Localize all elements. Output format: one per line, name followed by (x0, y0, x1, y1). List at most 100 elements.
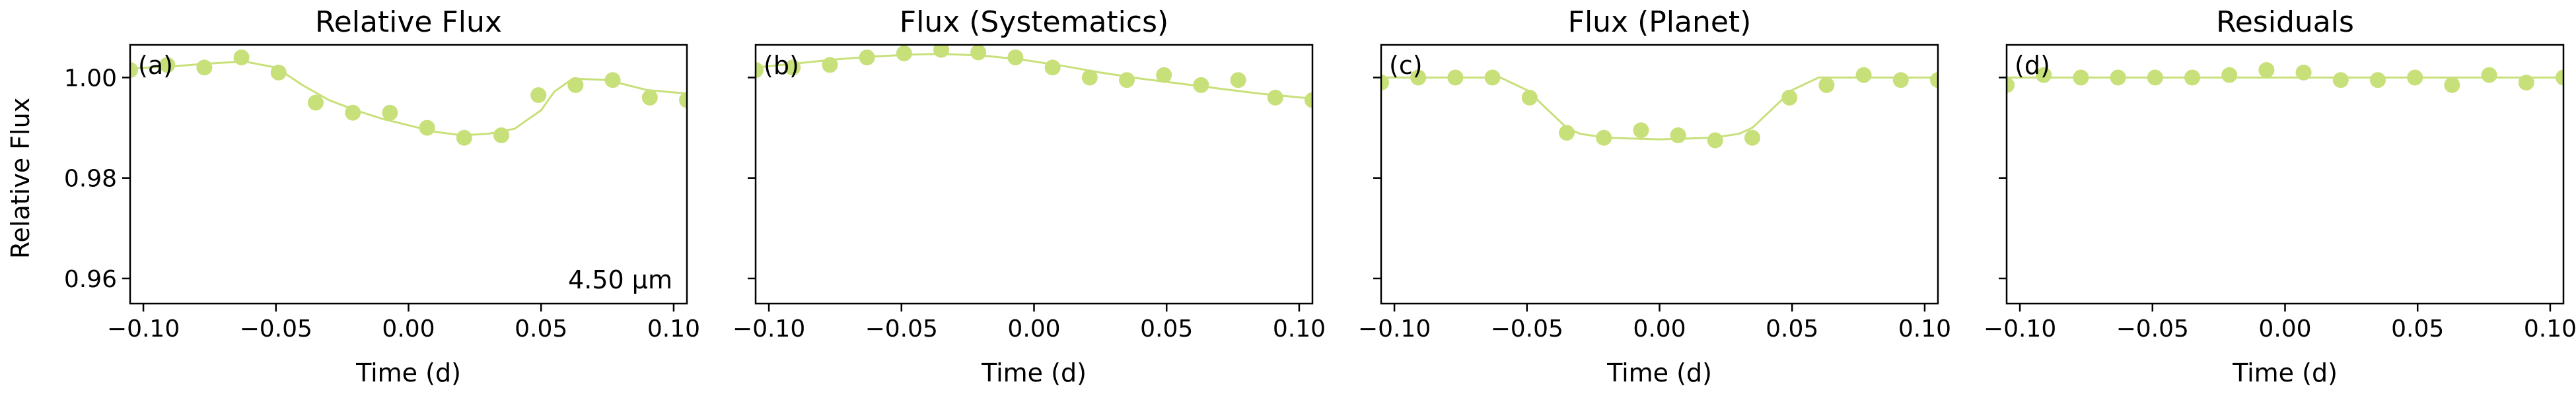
data-point (2073, 69, 2089, 86)
panel-2: Flux (Systematics) −0.10 −0.05 0.00 0.05 0.10… (733, 5, 1326, 387)
data-point (1484, 69, 1501, 86)
data-point (130, 62, 138, 79)
data-point (196, 59, 213, 76)
data-point (2036, 67, 2052, 83)
x-axis-label: Time (d) (355, 358, 461, 387)
x-tick-label: 0.05 (2391, 315, 2444, 343)
data-point (2295, 64, 2312, 81)
panel-title: Flux (Systematics) (900, 5, 1168, 39)
data-point (2184, 69, 2200, 86)
panel-title: Relative Flux (315, 5, 502, 39)
y-tick-label: 0.98 (64, 166, 117, 193)
data-point (1930, 72, 1938, 88)
data-layer (756, 45, 1312, 108)
x-tick-label: 0.05 (1766, 315, 1818, 343)
x-tick-label: −0.10 (1984, 315, 2056, 343)
data-point (1707, 132, 1723, 148)
data-point (2147, 69, 2163, 86)
data-point (933, 45, 949, 58)
data-point (679, 92, 687, 108)
data-point (2370, 72, 2386, 88)
data-layer (2007, 62, 2563, 93)
data-point (1596, 129, 1612, 146)
data-point (159, 57, 176, 73)
data-point (233, 50, 250, 65)
x-tick-label: −0.05 (865, 315, 938, 343)
panel-title: Residuals (2216, 5, 2354, 39)
panel-1: Relative Flux −0.10 −0.05 0.00 0.05 0.10 0.96 0… (64, 5, 700, 387)
data-point (1081, 69, 1098, 86)
data-point (1744, 129, 1760, 146)
data-point (822, 57, 838, 73)
data-point (2407, 69, 2423, 86)
data-point (1818, 77, 1835, 93)
data-point (1855, 67, 1872, 83)
data-point (308, 94, 324, 111)
panel-tag: (c) (1389, 51, 1423, 80)
panels: Relative Flux −0.10 −0.05 0.00 0.05 0.10 0.96 0… (64, 5, 2576, 387)
x-tick-label: −0.10 (733, 315, 805, 343)
x-tick-label: −0.05 (1491, 315, 1563, 343)
wavelength-label: 4.50 μm (568, 265, 672, 294)
data-point (641, 89, 658, 106)
data-point (1119, 72, 1135, 88)
panel-3: Flux (Planet) −0.10 −0.05 0.00 0.05 0.10 Time … (1358, 5, 1951, 387)
data-point (419, 119, 435, 136)
data-point (1193, 77, 1209, 93)
x-tick-label: 0.05 (515, 315, 567, 343)
y-tick-label: 0.96 (64, 266, 117, 293)
x-tick-label: −0.10 (107, 315, 180, 343)
data-point (1447, 69, 1464, 86)
x-axis-label: Time (d) (1606, 358, 1712, 387)
panel-tag: (b) (764, 51, 799, 80)
model-line (756, 53, 1312, 100)
data-point (1521, 89, 1538, 106)
data-point (1230, 72, 1246, 88)
data-point (1267, 89, 1283, 106)
x-tick-label: 0.10 (2524, 315, 2576, 343)
data-point (270, 64, 287, 81)
data-point (1892, 72, 1909, 88)
data-point (456, 129, 472, 146)
data-point (1305, 92, 1312, 108)
x-tick-label: 0.10 (1273, 315, 1326, 343)
x-tick-label: 0.00 (1007, 315, 1060, 343)
model-line (130, 60, 687, 137)
axes-frame (1380, 44, 1939, 305)
data-point (1781, 89, 1798, 106)
x-tick-label: 0.00 (1633, 315, 1686, 343)
y-tick-label: 1.00 (64, 65, 117, 92)
model-line (1381, 77, 1938, 141)
x-tick-label: −0.10 (1358, 315, 1431, 343)
data-point (493, 127, 509, 143)
data-point (1559, 125, 1575, 141)
x-tick-label: 0.00 (382, 315, 435, 343)
data-point (1156, 67, 1172, 83)
data-point (1633, 122, 1649, 139)
panel-title: Flux (Planet) (1568, 5, 1752, 39)
data-point (970, 45, 987, 61)
panel-4: Residuals −0.10 −0.05 0.00 0.05 0.10 Time (d) (… (1984, 5, 2576, 387)
data-point (1007, 50, 1024, 65)
shared-y-axis-label: Relative Flux (6, 98, 35, 259)
x-tick-label: −0.05 (240, 315, 312, 343)
data-point (896, 45, 912, 61)
x-axis-label: Time (d) (981, 358, 1087, 387)
data-point (567, 77, 584, 93)
data-point (530, 87, 547, 104)
data-point (2221, 67, 2238, 83)
data-point (2481, 67, 2497, 83)
data-point (785, 59, 801, 76)
data-layer (1381, 67, 1938, 148)
data-point (756, 62, 764, 79)
data-point (2444, 77, 2460, 93)
data-point (382, 104, 398, 121)
x-axis-label: Time (d) (2232, 358, 2338, 387)
data-point (2110, 69, 2126, 86)
axes-frame (754, 44, 1314, 305)
x-tick-label: −0.05 (2116, 315, 2189, 343)
data-point (345, 104, 361, 121)
axes-frame (2005, 44, 2565, 305)
data-point (2007, 77, 2015, 93)
